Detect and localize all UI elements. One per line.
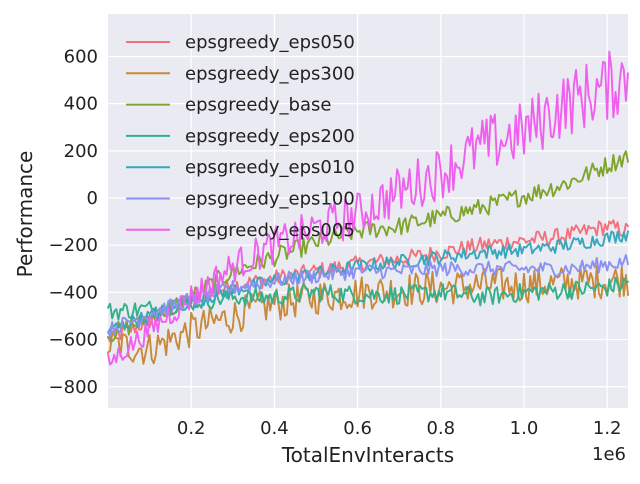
x-axis-offset-label: 1e6 — [592, 444, 626, 465]
y-tick-label: −400 — [49, 282, 98, 303]
x-tick-label: 0.8 — [426, 418, 455, 439]
y-tick-label: 200 — [64, 141, 98, 162]
x-tick-label: 0.4 — [260, 418, 289, 439]
y-tick-label: −200 — [49, 235, 98, 256]
x-tick-label: 1.2 — [593, 418, 622, 439]
y-tick-label: −600 — [49, 330, 98, 351]
series-line-epsgreedy_eps005 — [107, 50, 629, 366]
plot-area — [108, 14, 628, 408]
legend-label: epsgreedy_eps010 — [185, 157, 355, 178]
y-tick-label: 0 — [87, 188, 98, 209]
x-tick-label: 0.2 — [177, 418, 206, 439]
series-line-epsgreedy_eps300 — [107, 264, 629, 365]
legend-label: epsgreedy_eps050 — [185, 32, 355, 53]
legend-label: epsgreedy_base — [185, 95, 331, 116]
legend-label: epsgreedy_eps300 — [185, 63, 355, 84]
legend-label: epsgreedy_eps005 — [185, 220, 355, 241]
y-tick-label: 400 — [64, 94, 98, 115]
y-axis-ticks: −800 −600 −400 −200 0 200 400 600 — [49, 46, 98, 397]
legend-label: epsgreedy_eps200 — [185, 126, 355, 147]
y-tick-label: 600 — [64, 46, 98, 67]
series-lines — [107, 50, 629, 366]
y-tick-label: −800 — [49, 377, 98, 398]
legend-label: epsgreedy_eps100 — [185, 189, 355, 210]
y-axis-label: Performance — [13, 151, 37, 278]
x-tick-label: 1.0 — [510, 418, 539, 439]
x-axis-label: TotalEnvInteracts — [281, 443, 454, 467]
legend: epsgreedy_eps050 epsgreedy_eps300 epsgreed… — [126, 32, 355, 241]
series-line-epsgreedy_eps100 — [107, 254, 629, 337]
x-tick-label: 0.6 — [343, 418, 372, 439]
x-axis-ticks: 0.2 0.4 0.6 0.8 1.0 1.2 — [177, 418, 622, 439]
